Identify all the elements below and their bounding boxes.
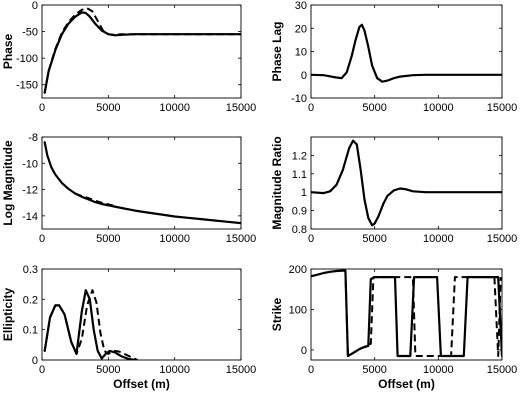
y-tick-label-log-magnitude-0: -14 [22, 211, 38, 223]
series-line-phase-solid [43, 11, 241, 94]
y-axis-title-ellipticity: Ellipticity [1, 288, 15, 342]
series-line-magnitude-ratio-solid [311, 139, 502, 227]
series-line-strike-solid [311, 269, 502, 358]
y-tick-label-strike-2: 200 [289, 264, 307, 276]
x-tick-label-phase-2: 10000 [159, 102, 190, 114]
y-tick-label-magnitude-ratio-0: 0.8 [292, 224, 307, 236]
y-axis-title-log-magnitude: Log Magnitude [1, 140, 15, 226]
series-line-phase-lag-solid [311, 23, 502, 83]
y-tick-label-phase-lag-1: 0 [301, 70, 307, 82]
x-tick-label-phase-3: 15000 [226, 102, 257, 114]
y-tick-label-log-magnitude-3: -8 [28, 132, 38, 144]
y-tick-label-ellipticity-1: 0.1 [23, 325, 38, 337]
x-tick-label-phase-lag-1: 5000 [362, 102, 386, 114]
panel-magnitude-ratio: 0 5000 10000 15000 0.8 0.9 1 1.1 1.2 Magnitude Ra… [270, 136, 517, 245]
y-tick-label-phase-2: -50 [22, 27, 38, 39]
x-tick-label-log-magnitude-0: 0 [39, 233, 45, 245]
x-tick-label-ellipticity-2: 10000 [159, 364, 190, 376]
x-tick-label-ellipticity-3: 15000 [226, 364, 257, 376]
y-tick-label-strike-1: 100 [289, 304, 307, 316]
x-tick-label-magnitude-ratio-0: 0 [308, 233, 314, 245]
panel-strike: 0 5000 10000 15000 0 100 200 Strike Offset (m) [270, 264, 517, 391]
y-tick-label-ellipticity-2: 0.2 [23, 294, 38, 306]
y-tick-label-magnitude-ratio-1: 0.9 [292, 206, 307, 218]
x-tick-label-ellipticity-1: 5000 [96, 364, 120, 376]
axes-frame-log-magnitude [41, 136, 242, 230]
axes-frame-strike [310, 268, 503, 361]
series-line-log-magnitude-dashed [74, 192, 116, 207]
panel-log-magnitude: 0 5000 10000 15000 -14 -12 -10 -8 Log Magnitude [1, 132, 256, 245]
y-tick-label-phase-1: -100 [16, 53, 38, 65]
series-line-strike-dashed [344, 270, 502, 357]
y-tick-label-magnitude-ratio-4: 1.2 [292, 150, 307, 162]
x-tick-label-phase-lag-0: 0 [308, 102, 314, 114]
x-tick-label-log-magnitude-2: 10000 [159, 233, 190, 245]
y-axis-title-strike: Strike [270, 298, 284, 332]
x-tick-label-phase-0: 0 [39, 102, 45, 114]
panel-ellipticity: 0 5000 10000 15000 0 0.1 0.2 0.3 Ellipticity Offs… [1, 264, 256, 391]
x-axis-title-ellipticity: Offset (m) [113, 377, 170, 391]
x-tick-label-strike-3: 15000 [487, 364, 518, 376]
axes-frame-phase [41, 4, 242, 99]
y-tick-label-ellipticity-3: 0.3 [23, 264, 38, 276]
y-tick-label-phase-lag-3: 20 [295, 23, 307, 35]
series-line-log-magnitude-solid [43, 141, 241, 225]
x-tick-label-strike-1: 5000 [362, 364, 386, 376]
axes-frame-phase-lag [310, 4, 503, 99]
y-axis-title-phase-lag: Phase Lag [270, 21, 284, 81]
y-tick-label-strike-0: 0 [301, 345, 307, 357]
y-tick-label-phase-lag-0: -10 [291, 93, 307, 105]
x-tick-label-magnitude-ratio-3: 15000 [487, 233, 518, 245]
x-axis-title-strike: Offset (m) [378, 377, 435, 391]
x-tick-label-log-magnitude-3: 15000 [226, 233, 257, 245]
y-tick-label-log-magnitude-1: -12 [22, 185, 38, 197]
x-tick-label-log-magnitude-1: 5000 [96, 233, 120, 245]
x-tick-label-phase-1: 5000 [96, 102, 120, 114]
x-tick-label-strike-2: 10000 [423, 364, 454, 376]
y-tick-label-magnitude-ratio-2: 1 [301, 187, 307, 199]
axes-frame-magnitude-ratio [310, 136, 503, 230]
y-axis-title-magnitude-ratio: Magnitude Ratio [270, 136, 284, 229]
y-tick-label-magnitude-ratio-3: 1.1 [292, 169, 307, 181]
y-tick-label-phase-lag-2: 10 [295, 47, 307, 59]
series-line-phase-dashed [43, 7, 241, 93]
y-tick-label-phase-lag-4: 30 [295, 0, 307, 12]
y-tick-label-phase-0: -150 [16, 80, 38, 92]
x-tick-label-magnitude-ratio-2: 10000 [423, 233, 454, 245]
series-line-ellipticity-dashed [43, 289, 138, 360]
y-tick-label-ellipticity-0: 0 [32, 355, 38, 367]
y-axis-title-phase: Phase [1, 33, 15, 69]
x-tick-label-magnitude-ratio-1: 5000 [362, 233, 386, 245]
x-tick-label-phase-lag-2: 10000 [423, 102, 454, 114]
x-tick-label-strike-0: 0 [308, 364, 314, 376]
y-tick-label-phase-3: 0 [32, 0, 38, 12]
x-tick-label-ellipticity-0: 0 [39, 364, 45, 376]
panel-phase: 0 5000 10000 15000 -150 -100 -50 0 Phase [1, 0, 256, 114]
y-tick-label-log-magnitude-2: -10 [22, 158, 38, 170]
x-tick-label-phase-lag-3: 15000 [487, 102, 518, 114]
axes-frame-ellipticity [41, 268, 242, 361]
